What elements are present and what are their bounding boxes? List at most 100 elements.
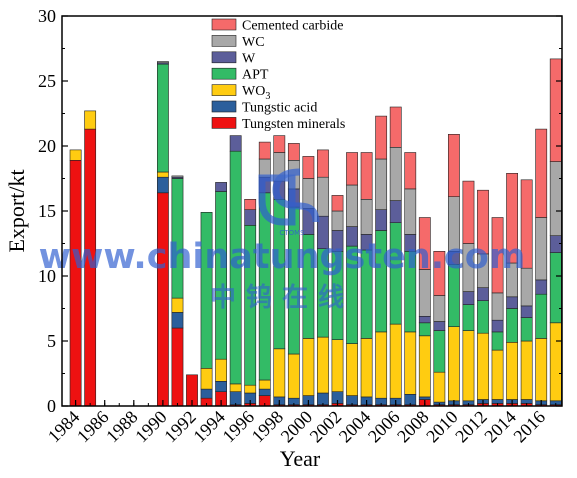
bar-2004-series-2: [360, 338, 373, 398]
bar-1996-series-4: [244, 209, 257, 226]
y-tick-label-0: 0: [47, 396, 56, 416]
y-tick-label-3: 15: [38, 201, 56, 221]
bar-1998-series-2: [273, 348, 286, 398]
bar-2013-series-2: [491, 349, 504, 400]
bar-2002-series-5: [331, 210, 344, 231]
bar-2013-series-5: [491, 292, 504, 321]
bar-2009-series-2: [433, 371, 446, 403]
bar-2016-series-5: [535, 217, 548, 281]
bar-2001-series-1: [317, 392, 329, 405]
bar-2012-series-6: [477, 189, 489, 255]
bar-2006-series-5: [389, 147, 402, 201]
y-tick-label-2: 10: [38, 266, 56, 286]
bar-1998-series-6: [273, 135, 286, 153]
bar-2008-series-4: [418, 315, 431, 324]
y-tick-label-1: 5: [47, 331, 56, 351]
bar-2011-series-2: [462, 330, 475, 402]
legend-label-2: W: [242, 51, 256, 66]
bar-2010-series-6: [447, 134, 460, 198]
bar-2008-series-2: [418, 335, 431, 398]
bar-2008-series-6: [418, 217, 431, 270]
legend-swatch-1: [211, 35, 237, 47]
bar-1997-series-6: [258, 141, 271, 160]
bar-2012-series-3: [477, 300, 489, 334]
bar-2005-series-2: [375, 331, 388, 399]
bar-2012-series-4: [477, 287, 489, 302]
bar-2005-series-5: [375, 158, 388, 211]
legend-swatch-2: [211, 51, 237, 64]
bar-1990-series-0: [157, 192, 169, 407]
bar-2013-series-4: [491, 319, 504, 333]
bar-2005-series-6: [375, 115, 388, 160]
bar-2007-series-5: [404, 188, 417, 235]
bars-group: [69, 58, 562, 407]
bar-2006-series-6: [389, 106, 402, 148]
bar-1991-series-0: [171, 327, 184, 407]
legend-label-4: WO3: [242, 84, 270, 102]
bar-2015-series-4: [520, 305, 533, 318]
bar-1990-series-1: [157, 176, 169, 194]
bar-2005-series-4: [375, 209, 388, 231]
bar-2013-series-1: [491, 399, 504, 404]
bar-2011-series-6: [462, 180, 475, 244]
bar-1991-series-5: [171, 175, 184, 178]
bar-2007-series-6: [404, 152, 417, 190]
bar-2011-series-4: [462, 291, 475, 305]
bar-2000-series-6: [302, 156, 315, 179]
bar-1990-series-3: [157, 63, 169, 173]
watermark-logo-text: CTOMS: [279, 229, 305, 237]
bar-2016-series-4: [535, 279, 548, 295]
bar-2016-series-6: [535, 128, 548, 218]
watermark-chinese-text: 中钨在线: [210, 283, 354, 313]
bar-2017-series-4: [549, 235, 562, 253]
y-axis: 0 5 10 15 20 25 30: [38, 6, 562, 416]
bar-2017-series-5: [549, 161, 562, 237]
bar-2016-series-2: [535, 338, 548, 402]
bar-2009-series-3: [433, 330, 446, 373]
legend-swatch-4: [211, 84, 237, 96]
bar-1991-series-2: [171, 297, 184, 313]
bar-2014-series-2: [506, 341, 518, 400]
bar-2014-series-3: [506, 308, 518, 343]
bar-2000-series-2: [302, 338, 315, 396]
bar-2010-series-2: [447, 326, 460, 402]
bar-2015-series-6: [520, 179, 533, 269]
bar-2009-series-5: [433, 295, 446, 322]
bar-2004-series-5: [360, 199, 373, 235]
bar-2001-series-6: [317, 149, 329, 178]
bar-1984-series-0: [69, 160, 82, 407]
bar-1999-series-2: [287, 353, 300, 399]
bar-1995-series-2: [229, 383, 242, 392]
y-tick-label-4: 20: [38, 136, 56, 156]
legend-swatch-5: [211, 100, 237, 113]
watermark: CTOMS www.chinatungsten.com 中钨在线: [39, 168, 525, 313]
bar-2017-series-3: [549, 252, 562, 324]
bar-2003-series-5: [346, 184, 358, 227]
bar-1993-series-3: [200, 212, 213, 369]
bar-1997-series-2: [258, 379, 271, 390]
bar-2001-series-5: [317, 176, 329, 217]
bar-2014-series-6: [506, 173, 518, 264]
y-tick-label-5: 25: [38, 71, 56, 91]
bar-1993-series-2: [200, 367, 213, 390]
bar-1997-series-1: [258, 388, 271, 396]
bar-2015-series-3: [520, 317, 533, 342]
bar-1991-series-1: [171, 312, 184, 329]
bar-2012-series-2: [477, 332, 489, 400]
bar-2003-series-6: [346, 152, 358, 186]
bar-1995-series-4: [229, 135, 242, 152]
bar-2009-series-4: [433, 321, 446, 331]
bar-2014-series-4: [506, 296, 518, 309]
bar-2015-series-2: [520, 340, 533, 400]
legend-label-5: Tungstic acid: [242, 101, 317, 116]
bar-2002-series-2: [331, 339, 344, 393]
bar-2013-series-3: [491, 331, 504, 351]
legend-label-3: APT: [242, 68, 269, 83]
y-axis-title: Export/kt: [4, 169, 29, 252]
bar-1990-series-2: [157, 171, 169, 178]
bar-2008-series-3: [418, 322, 431, 337]
bar-2016-series-3: [535, 293, 548, 339]
bar-2008-series-1: [418, 396, 431, 400]
bar-1984-series-2: [69, 149, 82, 161]
